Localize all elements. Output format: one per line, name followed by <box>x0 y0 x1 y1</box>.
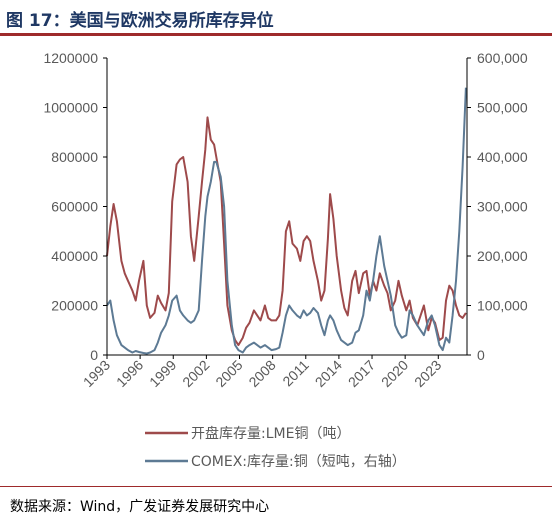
x-tick-label: 2023 <box>411 357 444 390</box>
bottom-rule <box>0 486 552 487</box>
left-tick-label: 200000 <box>51 298 98 314</box>
right-tick-label: 600,000 <box>477 50 528 66</box>
x-tick-label: 2002 <box>179 357 212 390</box>
right-tick-label: 100,000 <box>477 298 528 314</box>
x-tick-label: 2008 <box>245 357 278 390</box>
source-note: 数据来源：Wind，广发证券发展研究中心 <box>10 499 270 515</box>
left-tick-label: 600000 <box>51 199 98 215</box>
x-tick-label: 2005 <box>212 357 245 390</box>
right-tick-label: 300,000 <box>477 199 528 215</box>
left-tick-label: 400000 <box>51 248 98 264</box>
x-tick-label: 2011 <box>279 357 312 390</box>
legend: 开盘库存量:LME铜（吨） COMEX:库存量:铜（短吨，右轴） <box>145 425 406 470</box>
figure-title: 图 17：美国与欧洲交易所库存异位 <box>6 11 274 31</box>
legend-label-lme: 开盘库存量:LME铜（吨） <box>191 425 350 442</box>
x-tick-label: 2020 <box>378 357 411 390</box>
left-tick-label: 1200000 <box>43 50 98 66</box>
chart: 0 200000 400000 600000 800000 1000000 1200000 0… <box>43 50 528 470</box>
x-tick-label: 1996 <box>113 357 146 390</box>
right-tick-label: 200,000 <box>477 248 528 264</box>
series-line-lme <box>106 116 467 347</box>
right-tick-label: 500,000 <box>477 100 528 116</box>
right-tick-label: 400,000 <box>477 149 528 165</box>
series-line-comex <box>106 87 467 355</box>
right-tick-label: 0 <box>477 347 485 363</box>
left-tick-label: 0 <box>90 347 98 363</box>
left-tick-label: 1000000 <box>43 100 98 116</box>
legend-label-comex: COMEX:库存量:铜（短吨，右轴） <box>191 454 406 470</box>
x-tick-label: 1999 <box>146 357 179 390</box>
left-tick-label: 800000 <box>51 149 98 165</box>
x-tick-label: 2017 <box>345 357 378 390</box>
plot-area <box>106 87 467 355</box>
x-tick-label: 2014 <box>312 357 345 390</box>
x-tick-label: 1993 <box>80 357 113 390</box>
title-rule <box>0 33 552 36</box>
